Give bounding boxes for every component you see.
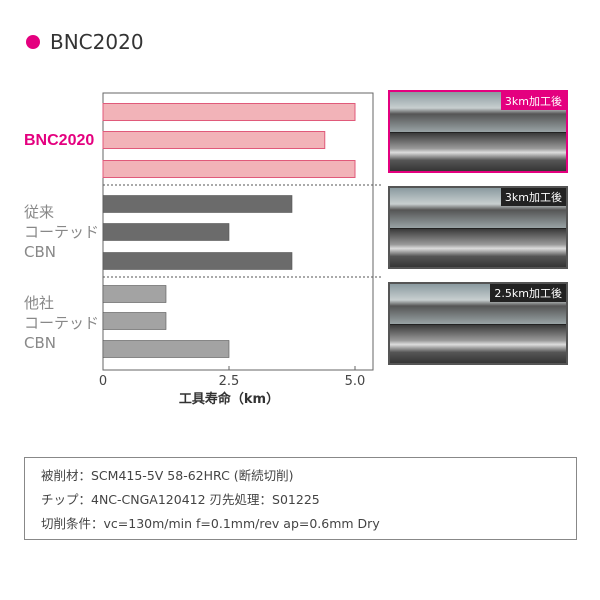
- photo-label: 2.5km加工後: [490, 284, 566, 302]
- bar: [102, 312, 167, 330]
- group-label-conventional: 従来 コーテッド CBN: [24, 203, 100, 261]
- photo-label: 3km加工後: [500, 92, 566, 110]
- wear-photo-bnc2020: 3km加工後: [388, 90, 568, 173]
- bar: [102, 195, 293, 213]
- condition-cutting: 切削条件：vc=130m/min f=0.1mm/rev ap=0.6mm Dr…: [41, 516, 380, 531]
- condition-workpiece: 被削材：SCM415-5V 58-62HRC (断続切削): [41, 468, 294, 483]
- wear-photo-competitor: 2.5km加工後: [388, 282, 568, 365]
- bar-chart: 0 2.5 5.0 工具寿命（km）: [99, 92, 382, 407]
- bar: [102, 285, 167, 303]
- bar: [102, 103, 356, 121]
- wear-photo-conventional: 3km加工後: [388, 186, 568, 269]
- group-label-competitor: 他社 コーテッド CBN: [24, 294, 100, 352]
- x-tick-label: 5.0: [345, 374, 366, 389]
- page-title: BNC2020: [26, 30, 144, 54]
- bar: [102, 252, 293, 270]
- title-text: BNC2020: [50, 30, 144, 54]
- bar: [102, 340, 230, 358]
- bar: [102, 131, 326, 149]
- bar: [102, 160, 356, 178]
- bar: [102, 223, 230, 241]
- condition-chip: チップ：4NC-CNGA120412 刃先処理：S01225: [41, 492, 320, 507]
- x-axis-label: 工具寿命（km）: [179, 391, 279, 407]
- bullet-dot-icon: [26, 35, 40, 49]
- cutting-conditions-box: 被削材：SCM415-5V 58-62HRC (断続切削) チップ：4NC-CN…: [24, 457, 577, 540]
- x-tick-label: 2.5: [219, 374, 240, 389]
- photo-label: 3km加工後: [500, 188, 566, 206]
- group-label-bnc2020: BNC2020: [24, 132, 95, 149]
- x-tick-label: 0: [99, 374, 107, 389]
